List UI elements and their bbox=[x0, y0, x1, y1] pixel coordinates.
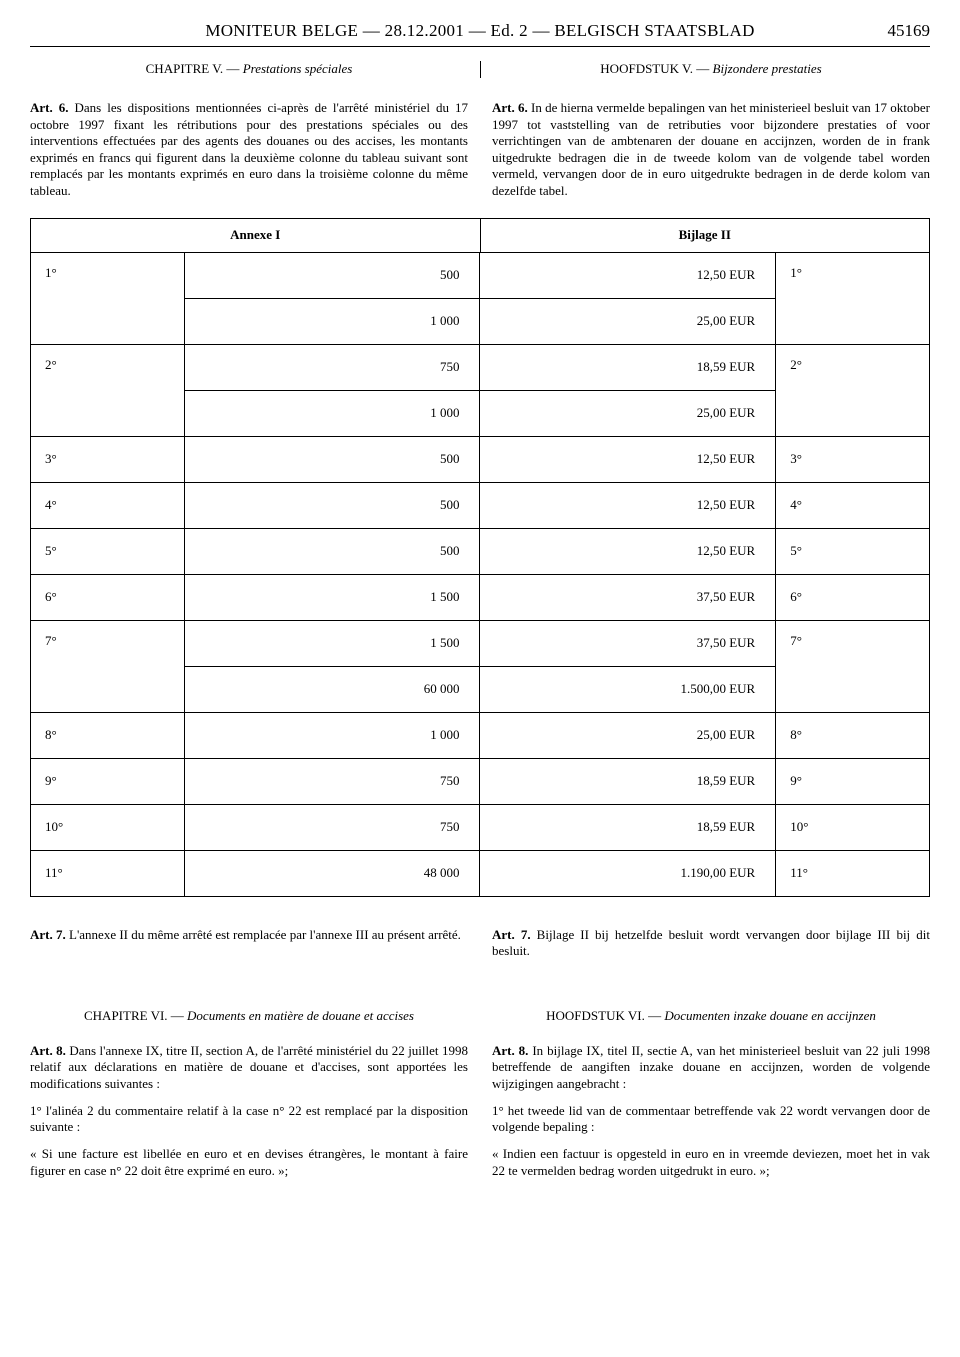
art8-p2-fr: 1° l'alinéa 2 du commentaire relatif à l… bbox=[30, 1103, 468, 1136]
art8-p2-nl: 1° het tweede lid van de commentaar betr… bbox=[492, 1103, 930, 1136]
annex-header-nl: Bijlage II bbox=[481, 219, 930, 252]
annex-cell-c2: 750 bbox=[184, 804, 480, 850]
annex-cell-c4: 2° bbox=[776, 344, 930, 436]
art8-p3-nl: « Indien een factuur is opgesteld in eur… bbox=[492, 1146, 930, 1179]
annex-cell-c2: 500 bbox=[184, 482, 480, 528]
annex-cell-c2: 1 000 bbox=[184, 390, 480, 436]
annex-header: Annexe I Bijlage II bbox=[30, 218, 930, 252]
art8-p3-fr: « Si une facture est libellée en euro et… bbox=[30, 1146, 468, 1179]
annex-cell-c3: 25,00 EUR bbox=[480, 712, 776, 758]
annex-cell-c3: 1.190,00 EUR bbox=[480, 850, 776, 896]
chapter6-label-fr: CHAPITRE VI. — bbox=[84, 1008, 187, 1023]
chapter-title-nl: Bijzondere prestaties bbox=[713, 61, 822, 76]
annex-cell-c1: 11° bbox=[31, 850, 185, 896]
annex-cell-c2: 500 bbox=[184, 528, 480, 574]
art6-body-fr: Dans les dispositions mentionnées ci-apr… bbox=[30, 100, 468, 198]
art8-label-nl: Art. 8. bbox=[492, 1043, 528, 1058]
annex-cell-c2: 750 bbox=[184, 758, 480, 804]
annex-cell-c1: 8° bbox=[31, 712, 185, 758]
annex-cell-c4: 9° bbox=[776, 758, 930, 804]
chapter-label-fr: CHAPITRE V. — bbox=[146, 61, 243, 76]
annex-cell-c1: 9° bbox=[31, 758, 185, 804]
annex-cell-c3: 12,50 EUR bbox=[480, 482, 776, 528]
art7-body-fr: L'annexe II du même arrêté est remplacée… bbox=[66, 927, 461, 942]
annex-cell-c1: 3° bbox=[31, 436, 185, 482]
annex-cell-c3: 18,59 EUR bbox=[480, 804, 776, 850]
chapter-label-nl: HOOFDSTUK V. — bbox=[600, 61, 712, 76]
header-title: MONITEUR BELGE — 28.12.2001 — Ed. 2 — BE… bbox=[100, 20, 860, 42]
annex-cell-c2: 1 000 bbox=[184, 712, 480, 758]
annex-cell-c2: 1 500 bbox=[184, 620, 480, 666]
annex-cell-c3: 12,50 EUR bbox=[480, 252, 776, 298]
annex-cell-c3: 37,50 EUR bbox=[480, 620, 776, 666]
annex-cell-c2: 1 500 bbox=[184, 574, 480, 620]
annex-cell-c3: 25,00 EUR bbox=[480, 298, 776, 344]
annex-cell-c1: 10° bbox=[31, 804, 185, 850]
annex-cell-c4: 4° bbox=[776, 482, 930, 528]
annex-cell-c4: 7° bbox=[776, 620, 930, 712]
annex-cell-c2: 750 bbox=[184, 344, 480, 390]
annex-cell-c4: 11° bbox=[776, 850, 930, 896]
article-6-row: Art. 6. Dans les dispositions mentionnée… bbox=[30, 100, 930, 200]
annex-cell-c3: 12,50 EUR bbox=[480, 436, 776, 482]
art8-body-nl: In bijlage IX, titel II, sectie A, van h… bbox=[492, 1043, 930, 1091]
annex-cell-c4: 5° bbox=[776, 528, 930, 574]
chapter6-label-nl: HOOFDSTUK VI. — bbox=[546, 1008, 664, 1023]
art7-label-fr: Art. 7. bbox=[30, 927, 66, 942]
annex-cell-c2: 1 000 bbox=[184, 298, 480, 344]
art7-label-nl: Art. 7. bbox=[492, 927, 531, 942]
annex-cell-c4: 1° bbox=[776, 252, 930, 344]
chapter-5-heading: CHAPITRE V. — Prestations spéciales HOOF… bbox=[30, 61, 930, 78]
annex-cell-c1: 1° bbox=[31, 252, 185, 344]
annex-cell-c3: 18,59 EUR bbox=[480, 758, 776, 804]
page-number: 45169 bbox=[860, 20, 930, 42]
chapter6-title-fr: Documents en matière de douane et accise… bbox=[187, 1008, 414, 1023]
chapter6-title-nl: Documenten inzake douane en accijnzen bbox=[664, 1008, 876, 1023]
annex-cell-c3: 25,00 EUR bbox=[480, 390, 776, 436]
annex-cell-c3: 37,50 EUR bbox=[480, 574, 776, 620]
annex-cell-c1: 5° bbox=[31, 528, 185, 574]
annex-cell-c4: 3° bbox=[776, 436, 930, 482]
article-8-row: Art. 8. Dans l'annexe IX, titre II, sect… bbox=[30, 1043, 930, 1179]
annex-cell-c4: 6° bbox=[776, 574, 930, 620]
annex-header-fr: Annexe I bbox=[31, 219, 481, 252]
annex-cell-c3: 18,59 EUR bbox=[480, 344, 776, 390]
art8-label-fr: Art. 8. bbox=[30, 1043, 66, 1058]
annex-cell-c2: 60 000 bbox=[184, 666, 480, 712]
annex-cell-c1: 4° bbox=[31, 482, 185, 528]
annex-cell-c3: 1.500,00 EUR bbox=[480, 666, 776, 712]
annex-cell-c3: 12,50 EUR bbox=[480, 528, 776, 574]
annex-cell-c2: 500 bbox=[184, 252, 480, 298]
art6-label-nl: Art. 6. bbox=[492, 100, 528, 115]
art6-label-fr: Art. 6. bbox=[30, 100, 69, 115]
art8-body-fr: Dans l'annexe IX, titre II, section A, d… bbox=[30, 1043, 468, 1091]
chapter-title-fr: Prestations spéciales bbox=[243, 61, 353, 76]
art6-body-nl: In de hierna vermelde bepalingen van het… bbox=[492, 100, 930, 198]
article-7-row: Art. 7. L'annexe II du même arrêté est r… bbox=[30, 927, 930, 960]
annex-cell-c2: 48 000 bbox=[184, 850, 480, 896]
art7-body-nl: Bijlage II bij hetzelfde besluit wordt v… bbox=[492, 927, 930, 959]
annex-cell-c1: 6° bbox=[31, 574, 185, 620]
annex-cell-c4: 10° bbox=[776, 804, 930, 850]
annex-cell-c1: 7° bbox=[31, 620, 185, 712]
chapter-6-heading: CHAPITRE VI. — Documents en matière de d… bbox=[30, 1008, 930, 1025]
annex-cell-c1: 2° bbox=[31, 344, 185, 436]
annex-table: 1°50012,50 EUR1°1 00025,00 EUR2°75018,59… bbox=[30, 252, 930, 897]
page-header: MONITEUR BELGE — 28.12.2001 — Ed. 2 — BE… bbox=[30, 20, 930, 47]
annex-cell-c2: 500 bbox=[184, 436, 480, 482]
annex-cell-c4: 8° bbox=[776, 712, 930, 758]
